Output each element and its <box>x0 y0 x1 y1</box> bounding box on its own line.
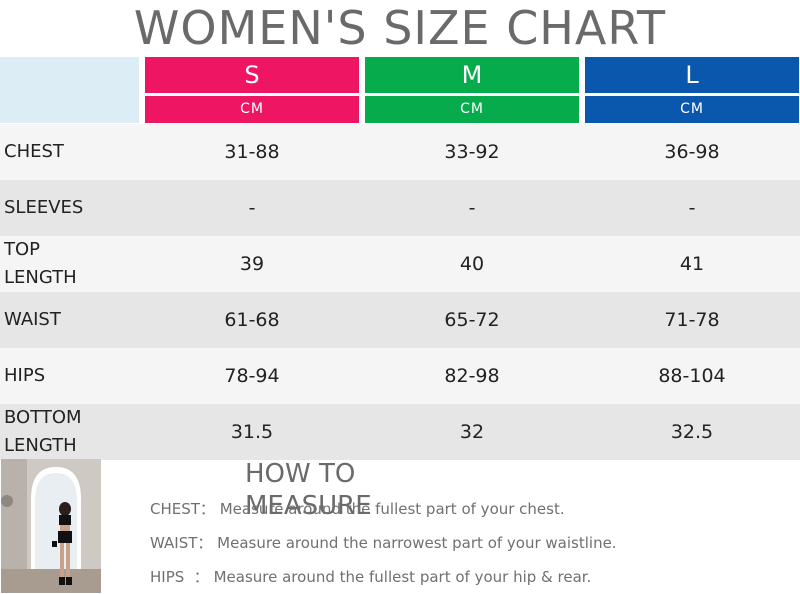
table-cell: 78-94 <box>224 365 280 387</box>
row-label-chest: CHEST <box>4 141 64 162</box>
size-unit-m: CM <box>365 96 579 123</box>
table-row: TOP LENGTH 39 40 41 <box>0 236 800 292</box>
measure-key: HIPS ： <box>150 568 209 586</box>
header-corner-cell <box>0 57 139 123</box>
measure-item-hips: HIPS ： Measure around the fullest part o… <box>150 566 591 587</box>
size-unit-l: CM <box>585 96 799 123</box>
size-unit-s: CM <box>145 96 359 123</box>
row-label-hips: HIPS <box>4 365 46 386</box>
measure-text: Measure around the fullest part of your … <box>213 568 592 586</box>
table-cell: 33-92 <box>444 141 500 163</box>
table-row: SLEEVES - - - <box>0 180 800 236</box>
table-cell: 31.5 <box>230 421 274 443</box>
row-label-sleeves: SLEEVES <box>4 197 84 218</box>
size-header-row: S CM M CM L CM <box>0 56 800 124</box>
chart-title: WOMEN'S SIZE CHART <box>133 1 667 55</box>
table-cell: 32 <box>459 421 485 443</box>
measure-item-chest: CHEST： Measure around the fullest part o… <box>150 498 565 519</box>
table-row: BOTTOM LENGTH 31.5 32 32.5 <box>0 404 800 460</box>
how-to-measure-title: HOW TO MEASURE <box>245 459 372 521</box>
table-row: CHEST 31-88 33-92 36-98 <box>0 124 800 180</box>
table-cell: 88-104 <box>658 365 726 387</box>
size-column-m: M CM <box>365 57 579 123</box>
row-label-waist: WAIST <box>4 309 61 330</box>
measure-item-waist: WAIST： Measure around the narrowest part… <box>150 532 617 553</box>
measure-key: WAIST： <box>150 534 213 552</box>
table-cell: 82-98 <box>444 365 500 387</box>
table-cell: 71-78 <box>664 309 720 331</box>
table-cell: - <box>688 197 696 219</box>
model-photo-illustration <box>1 459 101 593</box>
table-cell: - <box>248 197 256 219</box>
table-cell: 39 <box>239 253 265 275</box>
size-table: CHEST 31-88 33-92 36-98 SLEEVES - - - TO… <box>0 124 800 460</box>
size-column-l: L CM <box>585 57 799 123</box>
model-photo <box>1 459 101 593</box>
measure-text: Measure around the fullest part of your … <box>219 500 565 518</box>
measure-key: CHEST： <box>150 500 215 518</box>
size-column-s: S CM <box>145 57 359 123</box>
table-cell: 41 <box>679 253 705 275</box>
table-row: WAIST 61-68 65-72 71-78 <box>0 292 800 348</box>
table-cell: 31-88 <box>224 141 280 163</box>
table-cell: 61-68 <box>224 309 280 331</box>
size-label-m: M <box>365 57 579 93</box>
row-label-bottom-length: BOTTOM LENGTH <box>4 407 82 456</box>
size-label-s: S <box>145 57 359 93</box>
size-label-l: L <box>585 57 799 93</box>
table-cell: 36-98 <box>664 141 720 163</box>
table-cell: 32.5 <box>670 421 714 443</box>
measure-text: Measure around the narrowest part of you… <box>217 534 617 552</box>
row-label-top-length: TOP LENGTH <box>4 239 77 288</box>
table-cell: - <box>468 197 476 219</box>
table-cell: 65-72 <box>444 309 500 331</box>
table-cell: 40 <box>459 253 485 275</box>
table-row: HIPS 78-94 82-98 88-104 <box>0 348 800 404</box>
